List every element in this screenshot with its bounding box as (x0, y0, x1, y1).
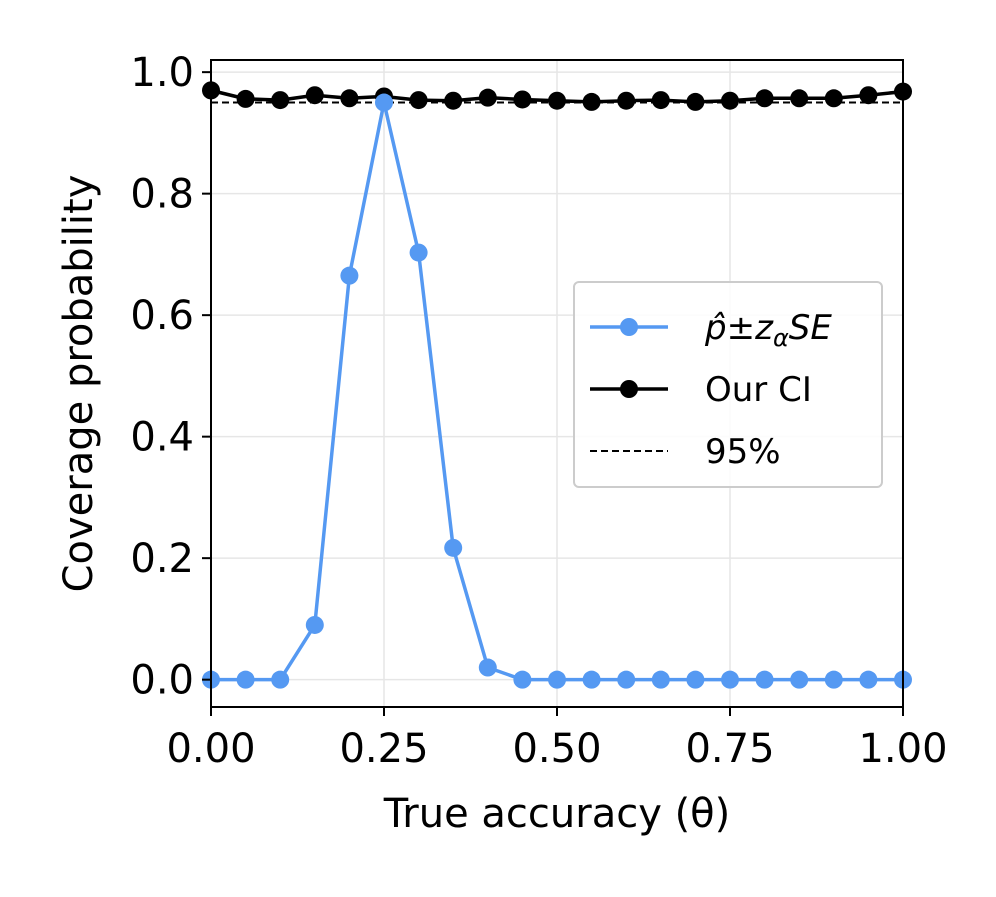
our-ci-point (444, 91, 463, 110)
our-ci-point (755, 89, 774, 108)
y-tick-label: 0.6 (130, 293, 194, 339)
y-tick-label: 0.0 (130, 658, 194, 704)
our-ci-point (478, 88, 497, 107)
our-ci-point (548, 91, 566, 110)
legend-label-naive-ci: p̂±zαSE (704, 308, 832, 352)
naive-ci-point (236, 670, 255, 689)
our-ci-point (859, 86, 878, 105)
our-ci-point (651, 91, 670, 110)
our-ci-point (340, 89, 359, 108)
naive-ci-point (305, 615, 324, 634)
y-tick-label: 0.4 (130, 415, 194, 461)
x-tick-label: 0.25 (339, 726, 428, 772)
axis-ticks: 0.00 0.25 0.50 0.75 1.00 0.0 0.2 0.4 0.6 0.8 1.0 (130, 50, 947, 772)
legend: p̂±zαSE Our CI 95% (573, 281, 883, 488)
our-ci-point (513, 90, 532, 109)
naive-ci-point (375, 93, 393, 112)
x-tick-label: 0.00 (166, 726, 255, 772)
legend-our-ci-marker (620, 380, 638, 398)
x-tick-label: 0.75 (685, 726, 774, 772)
y-axis-title: Coverage probability (56, 175, 102, 593)
naive-ci-point (617, 670, 636, 689)
naive-ci-point (582, 670, 601, 689)
naive-ci-point (548, 670, 566, 689)
naive-ci-point (271, 670, 290, 689)
naive-ci-point (478, 658, 497, 677)
x-tick-label: 1.00 (858, 726, 947, 772)
our-ci-point (686, 92, 705, 111)
our-ci-point (582, 92, 601, 111)
naive-ci-point (340, 266, 359, 285)
naive-ci-point (755, 670, 774, 689)
our-ci-point (824, 89, 843, 108)
y-tick-label: 0.2 (130, 536, 194, 582)
naive-ci-point (859, 670, 878, 689)
our-ci-point (790, 89, 809, 108)
naive-ci-point (790, 670, 809, 689)
x-tick-label: 0.50 (512, 726, 601, 772)
naive-ci-point (721, 670, 739, 689)
naive-ci-point (444, 538, 463, 557)
x-axis-title: True accuracy (θ) (383, 791, 731, 837)
y-tick-label: 1.0 (130, 50, 194, 96)
our-ci-point (236, 89, 255, 108)
our-ci-point (409, 91, 428, 110)
naive-ci-point (409, 243, 428, 262)
series-layer (202, 81, 912, 689)
our-ci-point (271, 91, 290, 110)
our-ci-point (721, 91, 739, 110)
y-tick-label: 0.8 (130, 172, 194, 218)
naive-ci-point (651, 670, 670, 689)
naive-ci-point (824, 670, 843, 689)
legend-label-our-ci: Our CI (705, 370, 812, 410)
legend-box (573, 281, 883, 488)
legend-naive-ci-marker (620, 318, 638, 336)
naive-ci-point (513, 670, 532, 689)
legend-label-reference: 95% (705, 432, 781, 472)
our-ci-point (305, 86, 324, 105)
our-ci-point (617, 91, 636, 110)
naive-ci-point (686, 670, 705, 689)
